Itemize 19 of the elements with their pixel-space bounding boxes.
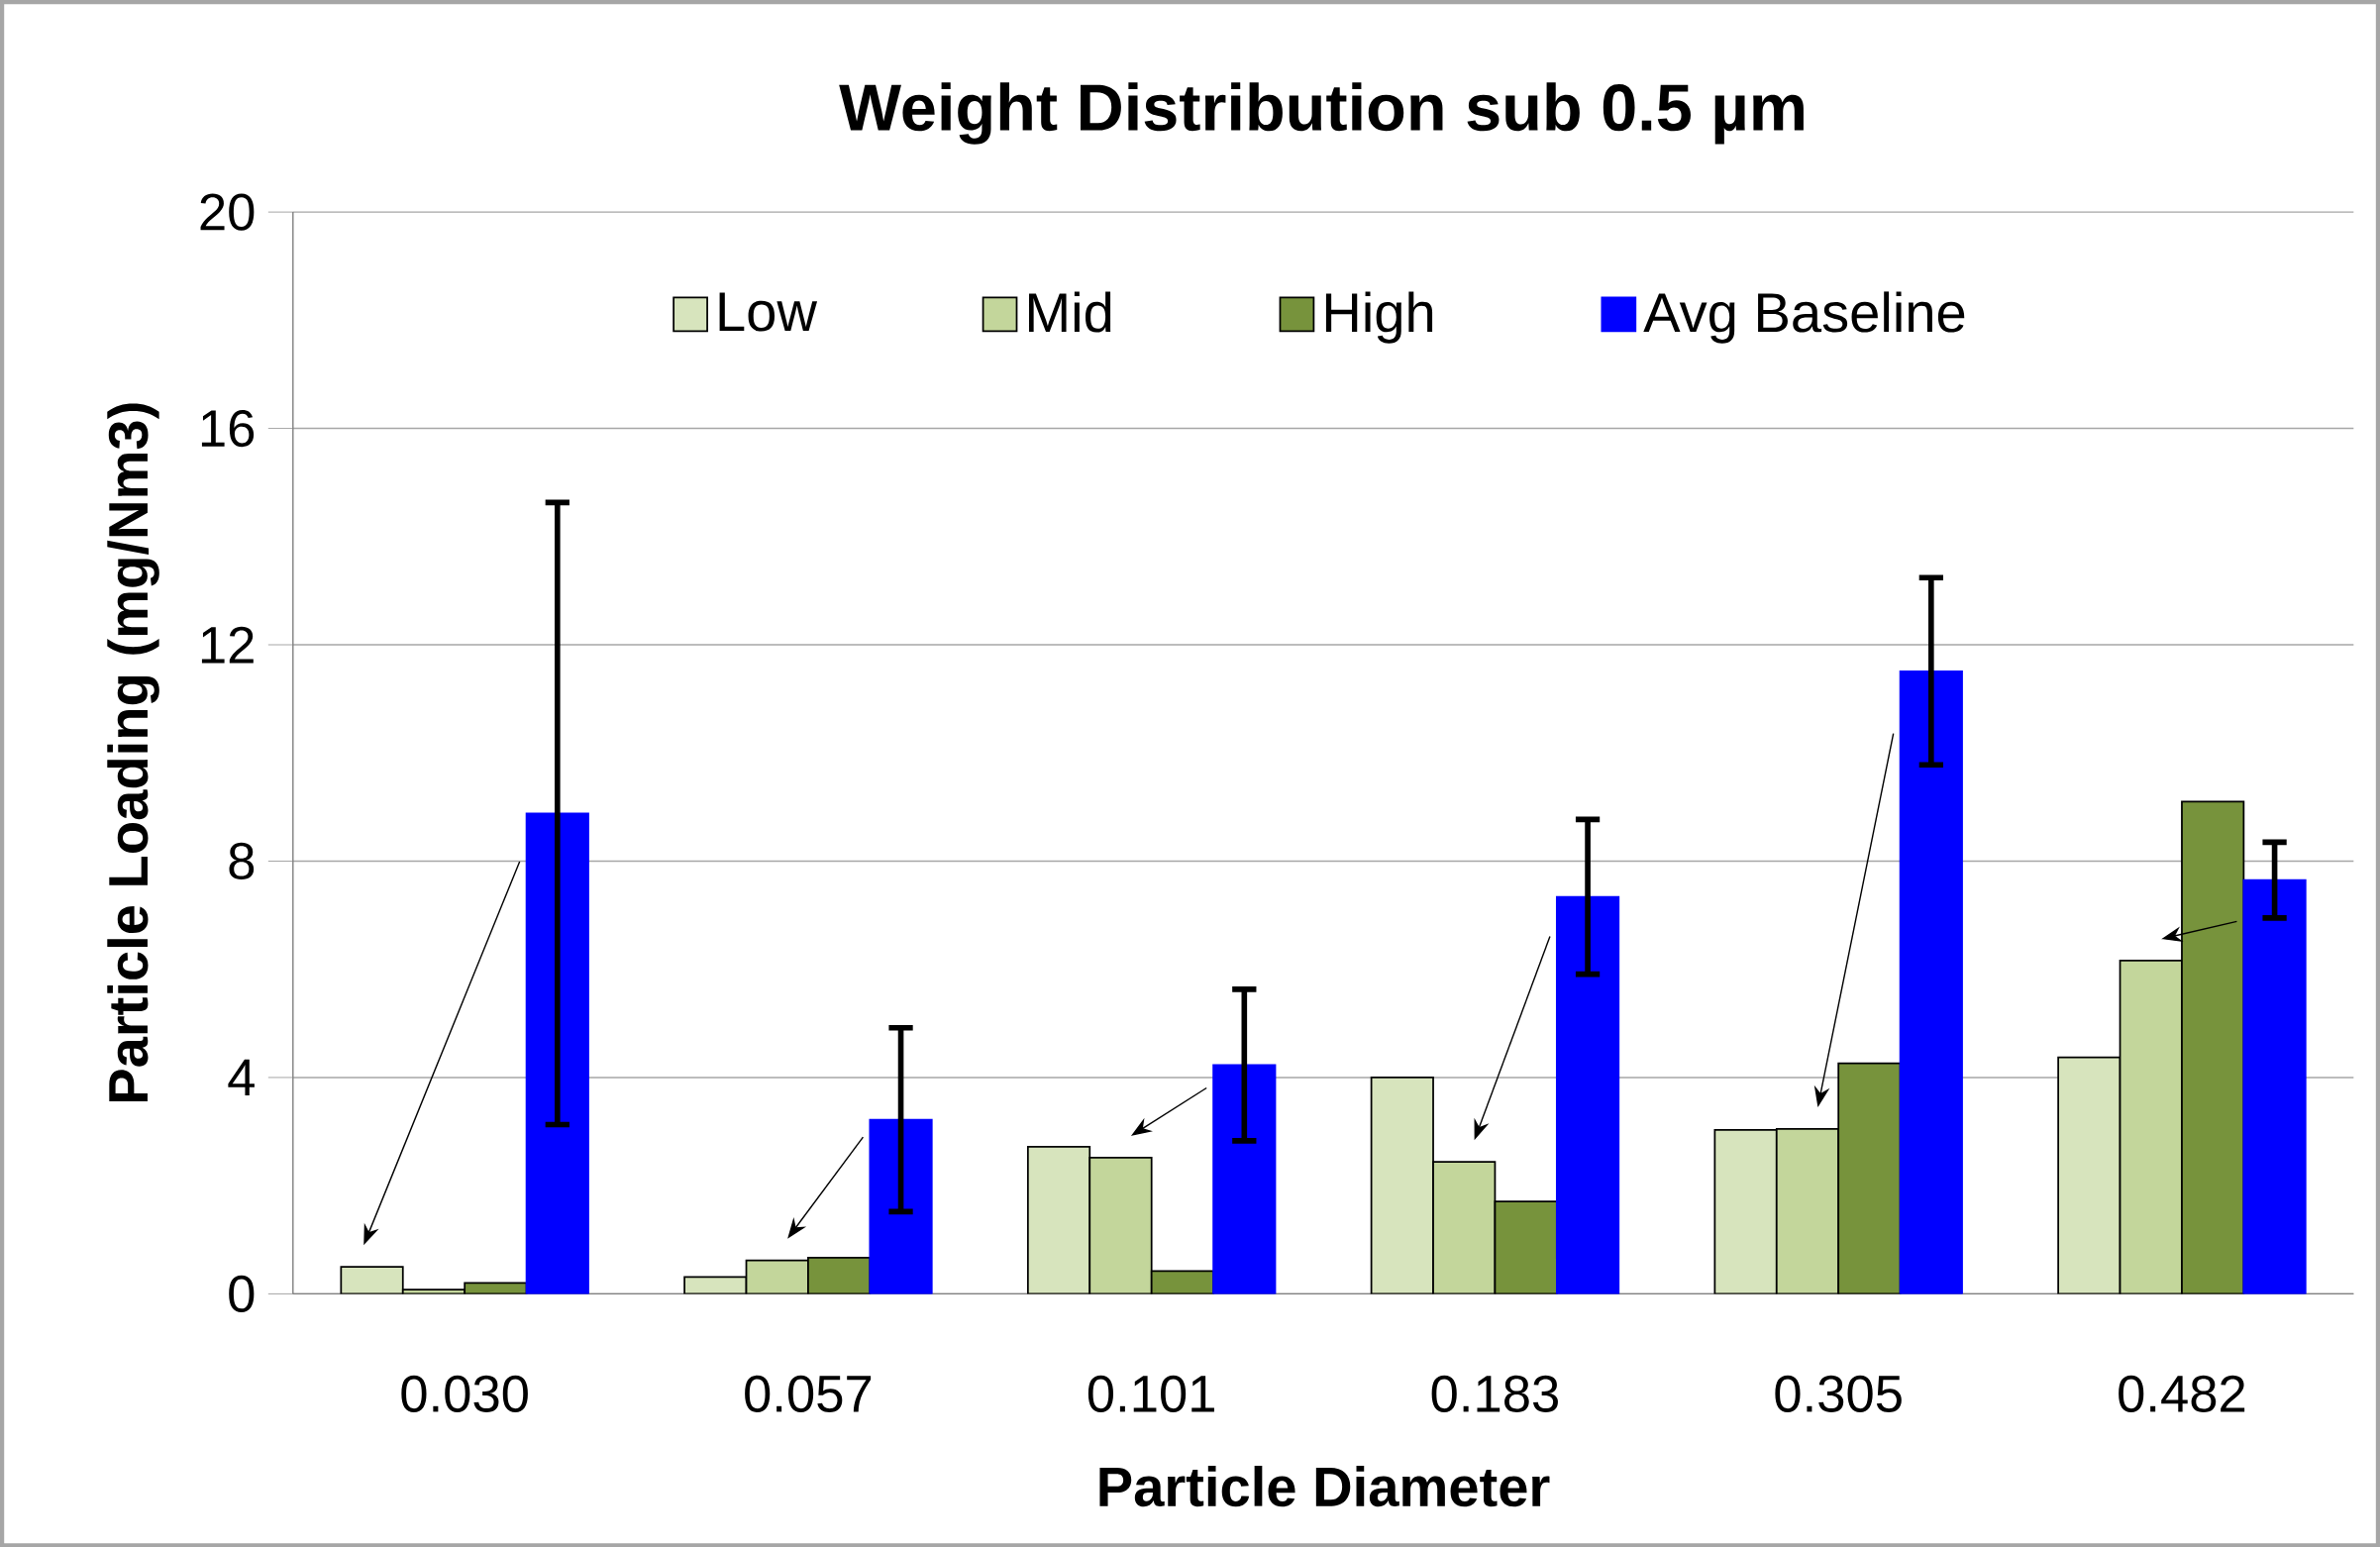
x-tick-label: 0.482	[2119, 1375, 2245, 1412]
y-tick-label: 16	[201, 409, 255, 447]
chart-title: Weight Distribution sub 0.5 µm	[839, 82, 1804, 145]
y-tick-label: 20	[200, 193, 255, 231]
legend-label: Mid	[1029, 291, 1111, 333]
legend-label: High	[1325, 291, 1433, 344]
x-tick-label: 0.030	[401, 1375, 528, 1412]
x-axis-title: Particle Diameter	[1099, 1465, 1550, 1506]
legend-label: Low	[719, 292, 818, 332]
x-tick-label: 0.101	[1087, 1375, 1214, 1412]
y-tick-label: 12	[201, 626, 254, 664]
y-tick-label: 0	[229, 1275, 255, 1312]
x-tick-label: 0.305	[1775, 1375, 1902, 1412]
legend-label: Avg Baseline	[1643, 291, 1965, 344]
y-tick-label: 4	[228, 1059, 255, 1095]
x-tick-label: 0.183	[1431, 1375, 1558, 1412]
y-tick-label: 8	[229, 842, 255, 879]
y-axis-title: Particle Loading (mg/Nm3)	[107, 403, 159, 1101]
x-tick-label: 0.057	[745, 1375, 872, 1412]
